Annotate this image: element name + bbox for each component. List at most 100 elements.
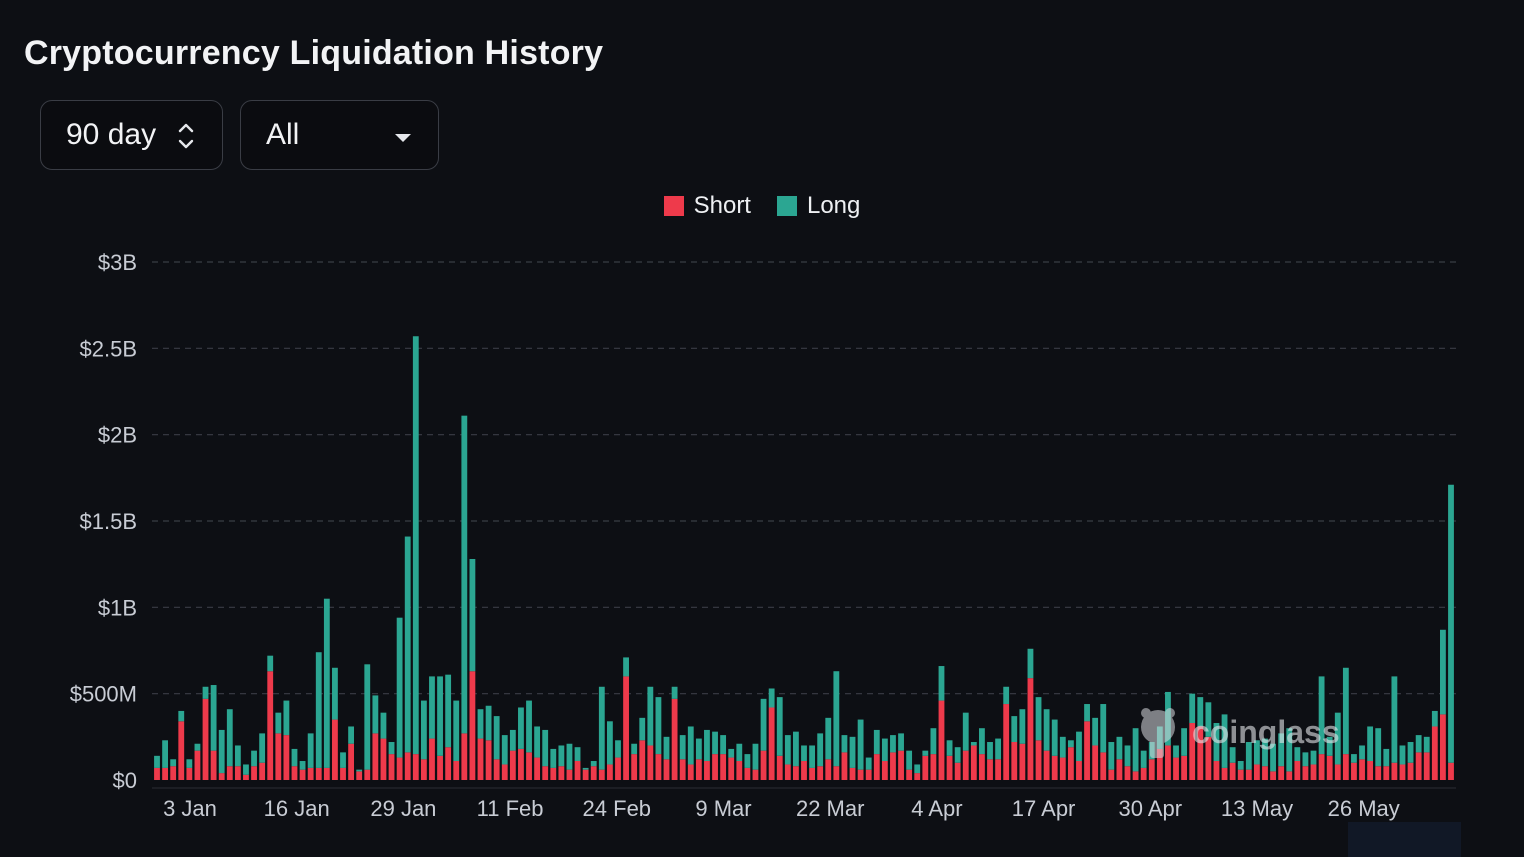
- x-tick-label: 22 Mar: [796, 796, 864, 821]
- bar-short: [1076, 761, 1082, 780]
- bar-long: [542, 729, 549, 767]
- bar-short: [437, 755, 443, 780]
- bar-short: [429, 738, 435, 780]
- bar-long: [1262, 738, 1268, 767]
- bar-short: [590, 766, 597, 780]
- bar-short: [1108, 769, 1115, 780]
- bar-long: [922, 750, 929, 756]
- bar-long: [526, 700, 532, 753]
- bar-long: [655, 697, 662, 755]
- bar-long: [1043, 709, 1050, 751]
- bar-long: [930, 728, 937, 755]
- bar-long: [1367, 726, 1374, 761]
- bar-short: [1165, 745, 1171, 780]
- bar-long: [388, 742, 395, 755]
- bar-short: [841, 752, 848, 780]
- page-title: Cryptocurrency Liquidation History: [24, 34, 604, 72]
- bar-short: [534, 757, 541, 780]
- legend-item-long[interactable]: Long: [776, 192, 860, 220]
- x-tick-label: 16 Jan: [264, 796, 330, 821]
- bar-short: [1092, 745, 1099, 780]
- bar-short: [453, 761, 460, 780]
- bar-short: [1221, 767, 1228, 780]
- bar-long: [938, 666, 945, 701]
- bar-short: [736, 761, 743, 780]
- bar-long: [437, 676, 443, 756]
- bar-long: [1019, 709, 1026, 744]
- bar-short: [720, 754, 727, 780]
- bar-long: [1286, 728, 1293, 772]
- bar-short: [477, 738, 484, 780]
- bar-long: [1173, 745, 1179, 758]
- bar-long: [348, 726, 355, 744]
- bar-short: [461, 733, 468, 780]
- x-tick-label: 17 Apr: [1012, 796, 1076, 821]
- bar-long: [178, 710, 185, 722]
- bar-short: [1173, 757, 1179, 780]
- bar-long: [606, 721, 613, 765]
- bar-short: [1124, 766, 1131, 780]
- bar-long: [1181, 728, 1188, 756]
- time-range-select[interactable]: 90 day: [40, 100, 223, 170]
- bar-short: [380, 738, 387, 780]
- coin-filter-select[interactable]: All: [240, 100, 439, 170]
- bar-short: [987, 759, 993, 780]
- bar-long: [979, 728, 985, 755]
- bar-short: [631, 754, 638, 780]
- bar-short: [1262, 766, 1268, 780]
- bar-long: [1197, 697, 1204, 727]
- bar-short: [954, 762, 961, 780]
- bar-long: [1140, 750, 1147, 768]
- bar-short: [1423, 752, 1430, 780]
- bar-short: [1132, 771, 1139, 780]
- bar-long: [590, 761, 597, 767]
- bar-long: [558, 745, 565, 767]
- bar-short: [914, 773, 921, 780]
- bar-short: [1407, 762, 1414, 780]
- bar-long: [1302, 752, 1309, 767]
- bar-long: [1391, 676, 1398, 763]
- bar-short: [566, 769, 573, 780]
- bar-short: [1391, 762, 1398, 780]
- bar-long: [234, 745, 241, 767]
- bar-short: [930, 754, 937, 780]
- legend-swatch-short: [663, 196, 684, 216]
- bar-short: [307, 767, 314, 780]
- bar-short: [259, 762, 266, 780]
- bar-short: [671, 698, 678, 780]
- x-tick-label: 11 Feb: [477, 796, 544, 821]
- bar-short: [623, 676, 629, 780]
- legend-swatch-long: [776, 196, 797, 216]
- x-tick-label: 13 May: [1221, 796, 1293, 821]
- bar-short: [315, 767, 322, 780]
- y-tick-label: $2B: [98, 423, 137, 448]
- bar-short: [865, 769, 872, 780]
- bar-long: [695, 738, 702, 760]
- bar-long: [226, 709, 233, 767]
- legend-item-short[interactable]: Short: [663, 192, 751, 220]
- bar-short: [1302, 766, 1309, 780]
- bar-short: [970, 745, 977, 780]
- bar-short: [1148, 759, 1155, 780]
- bar-short: [1310, 764, 1317, 780]
- bar-short: [598, 769, 605, 780]
- bar-long: [1011, 716, 1018, 743]
- bar-long: [1035, 697, 1042, 741]
- bar-short: [1189, 723, 1196, 780]
- bar-short: [1035, 740, 1042, 780]
- bar-long: [1351, 754, 1357, 763]
- bar-short: [784, 764, 791, 780]
- bar-short: [412, 754, 419, 780]
- bar-short: [615, 757, 621, 780]
- bar-long: [550, 748, 557, 768]
- bar-short: [202, 698, 209, 780]
- bar-short: [1059, 757, 1066, 780]
- bar-long: [259, 733, 266, 763]
- bar-long: [210, 685, 217, 751]
- bar-short: [1067, 747, 1074, 780]
- bar-long: [1253, 740, 1260, 765]
- bar-long: [323, 598, 330, 768]
- bar-long: [1003, 686, 1010, 705]
- bar-long: [736, 743, 743, 762]
- bar-short: [323, 767, 330, 780]
